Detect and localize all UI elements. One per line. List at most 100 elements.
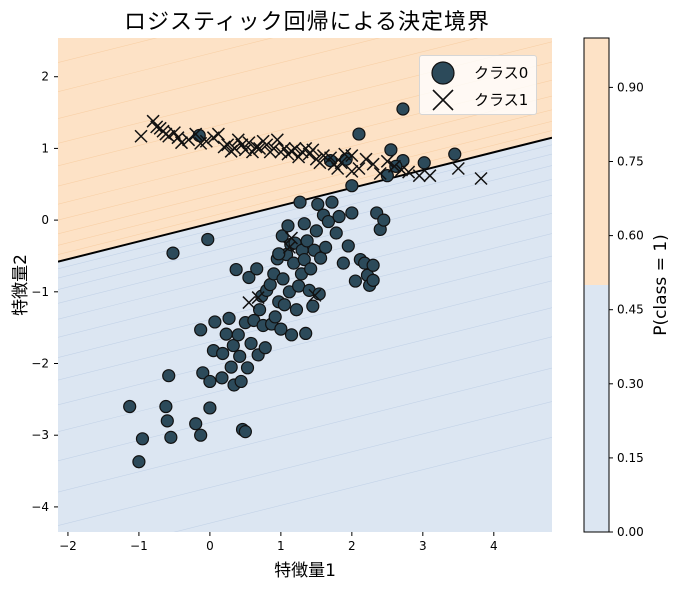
svg-text:−1: −1 <box>31 285 49 299</box>
class0-point <box>208 315 222 329</box>
svg-text:0: 0 <box>41 213 49 227</box>
class1-point <box>366 157 380 171</box>
class1-point <box>267 141 281 155</box>
class0-point <box>345 179 359 193</box>
class1-point <box>345 164 359 178</box>
class0-point <box>284 328 299 342</box>
class0-point <box>234 374 248 389</box>
class0-point <box>304 262 318 276</box>
class0-point <box>203 374 217 389</box>
class0-point <box>297 217 311 231</box>
class1-point <box>352 161 366 176</box>
class0-point <box>341 239 355 253</box>
class1-point <box>238 143 252 157</box>
class0-point <box>194 323 208 337</box>
class0-point <box>297 252 311 267</box>
class1-point <box>288 141 302 155</box>
class0-point <box>299 326 313 340</box>
class0-point <box>194 428 208 442</box>
class1-point <box>316 149 330 163</box>
svg-text:4: 4 <box>490 539 498 553</box>
class0-point <box>244 336 258 351</box>
x-icon <box>432 89 454 111</box>
class0-point <box>233 349 247 363</box>
class0-point <box>289 303 304 317</box>
class0-point <box>276 272 290 286</box>
class1-point <box>345 149 359 163</box>
y-axis-ticks: 2 1 0 −1 −2 −3 −4 <box>31 70 58 514</box>
class0-point <box>242 270 256 285</box>
class1-point <box>380 154 394 168</box>
class0-point <box>281 219 295 233</box>
class1-point <box>308 288 322 302</box>
class1-point <box>324 151 338 165</box>
svg-text:0.15: 0.15 <box>617 451 644 465</box>
class0-point <box>252 303 267 317</box>
class0-point <box>309 224 323 238</box>
svg-text:0.00: 0.00 <box>617 525 644 539</box>
x-axis-ticks: −2 −1 0 1 2 3 4 <box>59 532 498 553</box>
svg-text:1: 1 <box>41 141 49 155</box>
class0-point <box>366 258 380 272</box>
svg-text:2: 2 <box>41 70 49 84</box>
class1-point <box>331 161 345 176</box>
class1-point <box>412 169 426 183</box>
scatter-points <box>123 102 488 469</box>
class0-point <box>231 328 245 342</box>
class0-point <box>275 229 289 243</box>
svg-text:1: 1 <box>277 539 285 553</box>
svg-text:−2: −2 <box>59 539 77 553</box>
class0-point <box>219 327 233 341</box>
class0-point <box>321 214 336 229</box>
class1-point <box>189 127 203 141</box>
class0-point <box>417 156 431 170</box>
svg-text:−1: −1 <box>130 539 148 553</box>
class0-point <box>226 338 240 353</box>
class0-point <box>268 310 282 324</box>
class1-point <box>199 134 213 148</box>
class0-point <box>300 234 314 248</box>
svg-text:0.75: 0.75 <box>617 155 644 169</box>
class1-point <box>221 138 235 152</box>
legend-label-class0: クラス0 <box>474 63 529 82</box>
class0-point <box>274 322 288 336</box>
svg-text:0.90: 0.90 <box>617 80 644 94</box>
class0-point <box>164 430 178 444</box>
class1-point <box>253 141 267 155</box>
class0-point <box>325 195 339 209</box>
class1-point <box>306 143 320 157</box>
class0-point <box>216 346 230 361</box>
legend-item-class0: クラス0 <box>420 59 536 85</box>
class0-point <box>159 399 173 414</box>
class1-point <box>451 161 465 176</box>
class0-point <box>222 311 236 325</box>
class1-point <box>134 129 148 143</box>
class0-point <box>345 206 359 220</box>
svg-text:0.30: 0.30 <box>617 377 644 391</box>
class0-point <box>240 361 255 375</box>
svg-text:−3: −3 <box>31 428 49 442</box>
class0-point <box>352 127 366 141</box>
class0-point <box>201 232 215 247</box>
colorbar-ticks: 0.90 0.75 0.60 0.45 0.30 0.15 0.00 <box>609 80 644 539</box>
class0-point <box>306 299 320 313</box>
svg-text:0.45: 0.45 <box>617 303 644 317</box>
colorbar: 0.90 0.75 0.60 0.45 0.30 0.15 0.00 P(class = 1… <box>583 37 671 539</box>
circle-icon <box>431 61 455 85</box>
class0-point <box>166 246 180 260</box>
class1-point <box>182 133 196 147</box>
class0-point <box>448 147 462 161</box>
svg-text:2: 2 <box>348 539 356 553</box>
colorbar-label: P(class = 1) <box>651 234 671 336</box>
class1-point <box>211 127 225 141</box>
class0-point <box>132 455 146 469</box>
class0-point <box>238 425 252 439</box>
class1-point <box>282 240 296 254</box>
class0-point <box>224 360 238 374</box>
class0-point <box>389 159 403 173</box>
class0-point <box>312 287 326 301</box>
class0-point <box>366 273 380 287</box>
class1-point <box>150 120 164 134</box>
class0-point <box>272 247 286 261</box>
class0-point <box>329 226 343 240</box>
